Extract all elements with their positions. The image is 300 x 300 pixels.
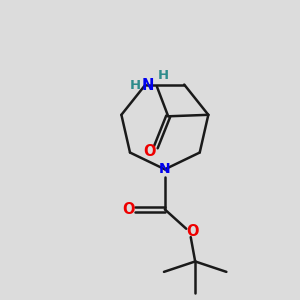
Text: O: O xyxy=(143,144,155,159)
Text: N: N xyxy=(159,162,171,176)
Text: H: H xyxy=(130,79,141,92)
Text: O: O xyxy=(187,224,199,239)
Text: N: N xyxy=(142,78,154,93)
Text: O: O xyxy=(122,202,135,217)
Text: H: H xyxy=(158,69,169,82)
